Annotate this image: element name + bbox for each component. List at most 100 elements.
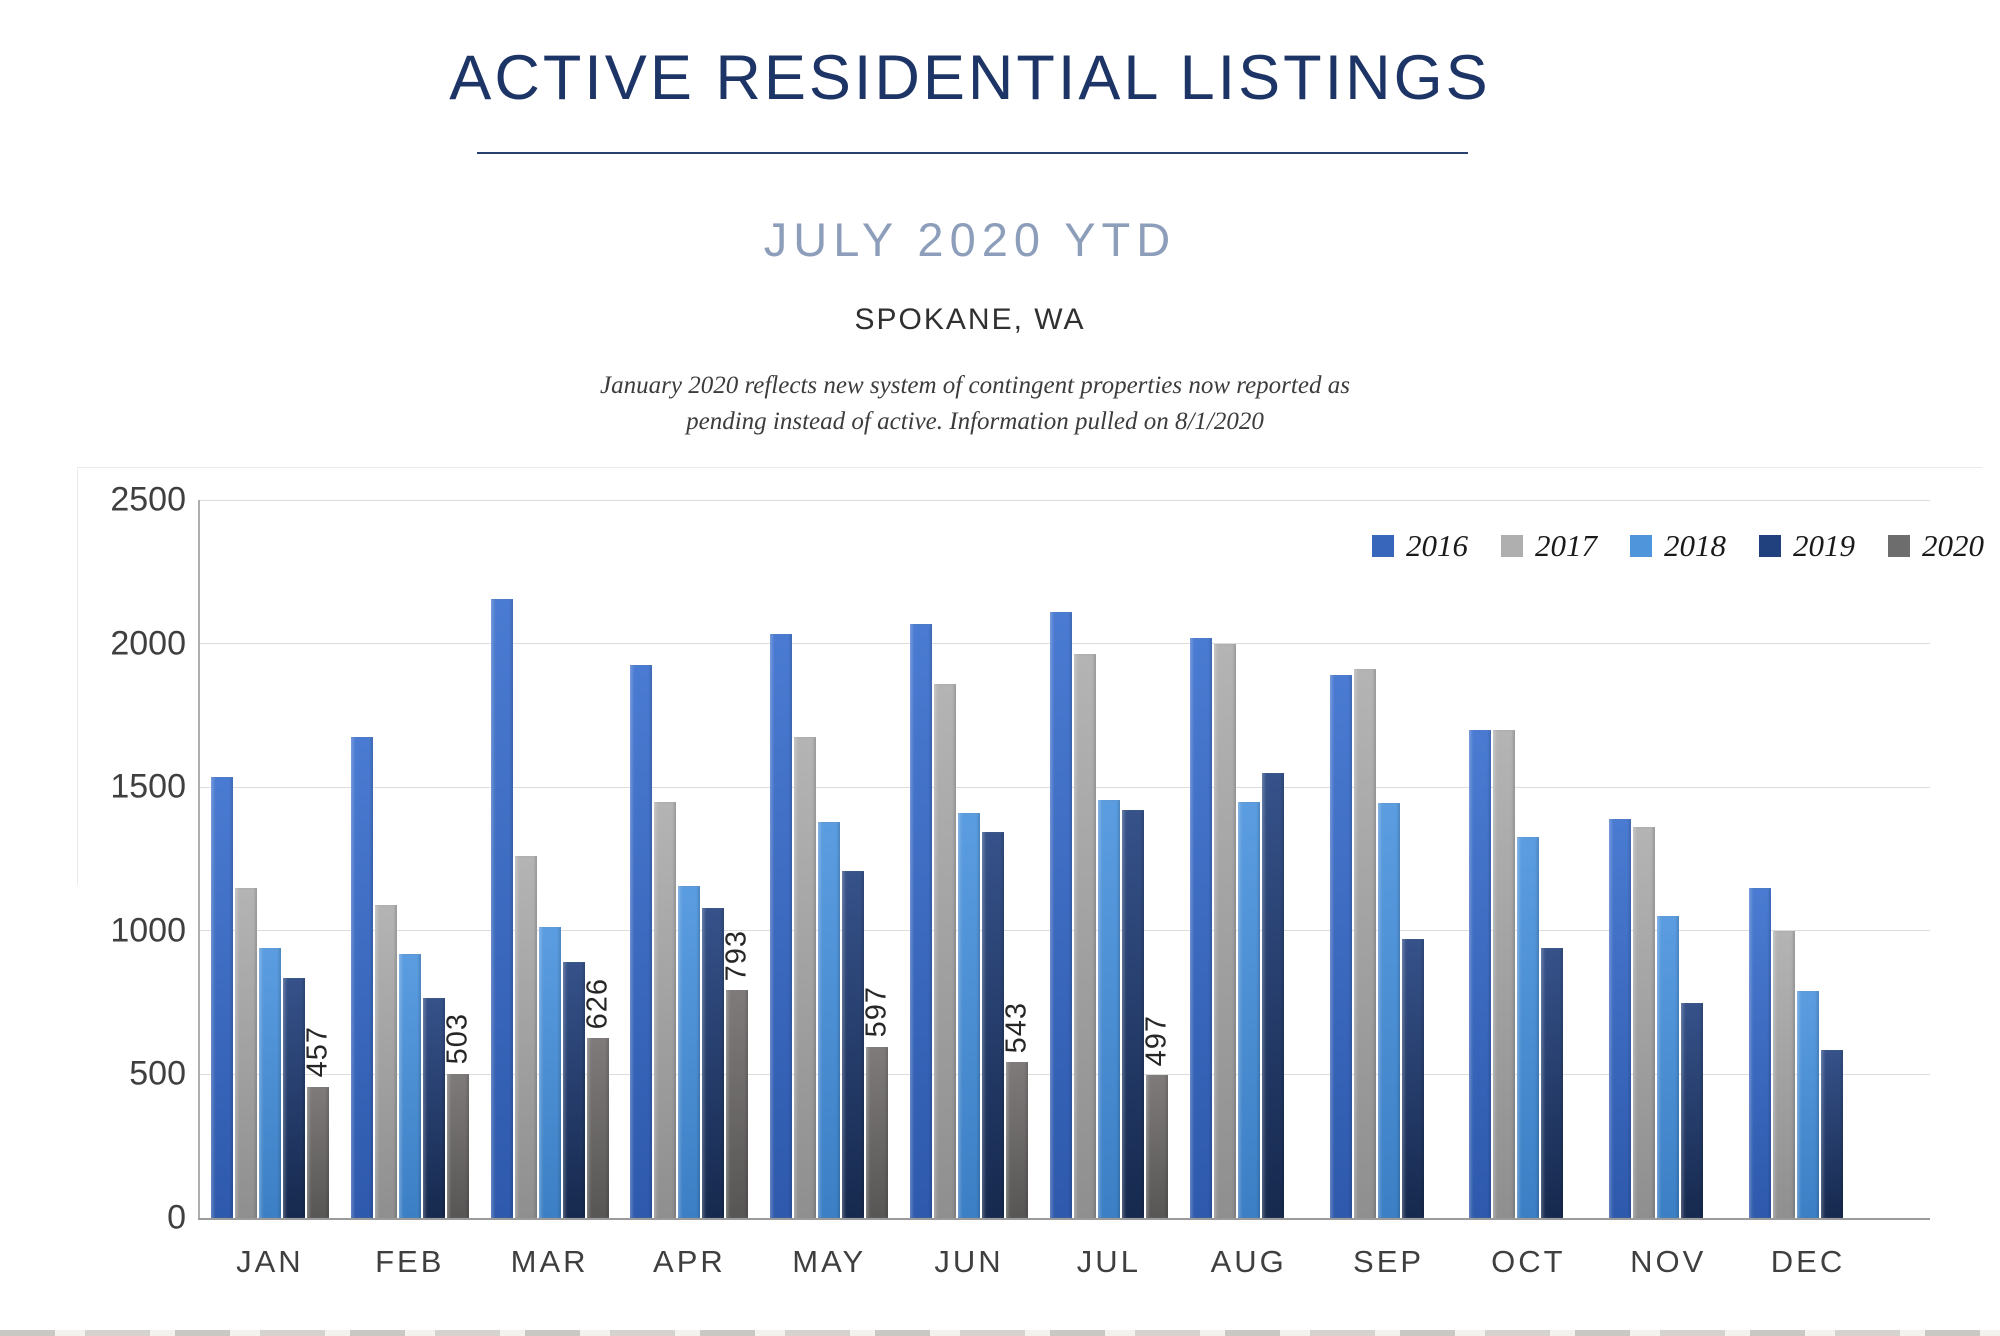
- x-axis-label-nov: NOV: [1630, 1244, 1707, 1279]
- y-tick-label-0: 0: [167, 1198, 186, 1237]
- bar-slot-2017-jun: [933, 500, 957, 1218]
- month-group-jun: 543 JUN: [899, 500, 1039, 1279]
- bar-slot-2018-may: [817, 500, 841, 1218]
- month-group-sep: SEP: [1319, 500, 1459, 1279]
- page-subtitle: JULY 2020 YTD: [763, 213, 1177, 266]
- x-axis-label-apr: APR: [653, 1244, 726, 1279]
- bar-2016-oct: [1469, 729, 1492, 1218]
- legend-swatch-icon-2020: [1888, 535, 1910, 557]
- bar-2018-jan: [258, 948, 281, 1218]
- bar-2020-jan: [306, 1086, 329, 1218]
- bar-2018-jun: [958, 813, 981, 1218]
- bar-slot-2019-aug: [1261, 500, 1285, 1218]
- bar-2017-jun: [934, 683, 957, 1218]
- bar-slot-2019-nov: [1680, 500, 1704, 1218]
- plot-area: 457 JAN 503 FEB 626 MAR 793 APR 597 MAY 543 JUN 497 J…: [200, 500, 1878, 1279]
- month-group-mar: 626 MAR: [480, 500, 620, 1279]
- bar-slot-2018-jan: [258, 500, 282, 1218]
- bar-2016-dec: [1749, 887, 1772, 1218]
- bar-2016-sep: [1329, 675, 1352, 1218]
- bar-2019-jul: [1121, 810, 1144, 1218]
- bar-chart: 457 JAN 503 FEB 626 MAR 793 APR 597 MAY 543 JUN 497 J…: [110, 481, 1984, 1280]
- bar-slot-2018-nov: [1656, 500, 1680, 1218]
- bar-slot-2020-feb: 503: [441, 500, 473, 1218]
- bar-slot-2017-jul: [1073, 500, 1097, 1218]
- bar-slot-2018-feb: [398, 500, 422, 1218]
- bar-2019-nov: [1681, 1002, 1704, 1218]
- x-axis-label-aug: AUG: [1210, 1244, 1287, 1279]
- page-title: ACTIVE RESIDENTIAL LISTINGS: [449, 43, 1491, 113]
- bar-slot-2019-jan: [282, 500, 306, 1218]
- bar-slot-2016-jul: [1049, 500, 1073, 1218]
- bar-2016-may: [770, 633, 793, 1218]
- bar-slot-2017-aug: [1213, 500, 1237, 1218]
- data-label-2020-may: 597: [860, 986, 893, 1038]
- bar-2017-jan: [234, 887, 257, 1218]
- bar-slot-2019-feb: [422, 500, 446, 1218]
- legend-swatch-icon-2017: [1501, 535, 1523, 557]
- bar-slot-2017-jan: [234, 500, 258, 1218]
- x-axis-line: [198, 1218, 1930, 1220]
- bar-2017-feb: [374, 904, 397, 1218]
- bar-2018-sep: [1377, 803, 1400, 1218]
- bar-slot-2017-sep: [1353, 500, 1377, 1218]
- bar-slot-2016-jun: [909, 500, 933, 1218]
- bar-2019-feb: [422, 998, 445, 1218]
- bar-slot-2020-jan: 457: [301, 500, 333, 1218]
- bar-slot-2020-dec: [1844, 500, 1868, 1218]
- x-axis-label-jun: JUN: [934, 1244, 1004, 1279]
- legend-label-2018: 2018: [1664, 528, 1726, 563]
- bar-2019-may: [842, 870, 865, 1218]
- bar-2020-jul: [1145, 1075, 1168, 1218]
- bar-2018-mar: [538, 926, 561, 1218]
- month-group-oct: OCT: [1458, 500, 1598, 1279]
- y-tick-label-2000: 2000: [110, 624, 186, 663]
- bar-2019-jan: [282, 978, 305, 1218]
- bar-slot-2016-dec: [1748, 500, 1772, 1218]
- bar-slot-2016-nov: [1608, 500, 1632, 1218]
- location-label: SPOKANE, WA: [854, 303, 1086, 336]
- bar-2019-jun: [982, 831, 1005, 1218]
- bar-2020-jun: [1006, 1062, 1029, 1218]
- footnote-line-1: January 2020 reflects new system of cont…: [600, 372, 1350, 399]
- bar-2019-apr: [702, 907, 725, 1218]
- chart-card-edge-left: [77, 467, 78, 885]
- bar-slot-2020-nov: [1704, 500, 1728, 1218]
- bar-slot-2017-oct: [1492, 500, 1516, 1218]
- data-label-2020-apr: 793: [720, 929, 753, 982]
- month-group-nov: NOV: [1598, 500, 1738, 1279]
- data-label-2020-mar: 626: [581, 977, 614, 1030]
- bar-2020-mar: [586, 1038, 609, 1218]
- bar-slot-2020-jun: 543: [1001, 500, 1033, 1218]
- bar-slot-2019-apr: [701, 500, 725, 1218]
- x-axis-label-jan: JAN: [236, 1244, 304, 1279]
- bar-2018-feb: [398, 953, 421, 1218]
- data-label-2020-feb: 503: [441, 1013, 474, 1065]
- bar-slot-2018-aug: [1237, 500, 1261, 1218]
- legend-item-2017: 2017: [1501, 528, 1597, 564]
- legend-label-2019: 2019: [1793, 528, 1855, 563]
- x-axis-label-sep: SEP: [1353, 1244, 1425, 1279]
- bar-slot-2016-apr: [629, 500, 653, 1218]
- bar-2017-may: [794, 736, 817, 1218]
- month-group-may: 597 MAY: [759, 500, 899, 1279]
- legend-item-2020: 2020: [1888, 528, 1984, 564]
- data-label-2020-jun: 543: [1000, 1001, 1033, 1054]
- bar-slot-2018-apr: [677, 500, 701, 1218]
- x-axis-label-dec: DEC: [1770, 1244, 1846, 1279]
- bar-2020-may: [866, 1046, 889, 1218]
- footnote-line-2: pending instead of active. Information p…: [686, 408, 1264, 435]
- bar-2019-sep: [1401, 939, 1424, 1218]
- footnote: January 2020 reflects new system of cont…: [0, 368, 1950, 440]
- bar-2016-feb: [350, 736, 373, 1218]
- bar-2017-sep: [1353, 669, 1376, 1218]
- legend-item-2019: 2019: [1759, 528, 1855, 564]
- x-axis-label-oct: OCT: [1491, 1244, 1566, 1279]
- bar-slot-2017-nov: [1632, 500, 1656, 1218]
- legend-swatch-icon-2018: [1630, 535, 1652, 557]
- bar-slot-2020-aug: [1285, 500, 1309, 1218]
- bar-2018-oct: [1517, 837, 1540, 1218]
- chart-card-edge-top: [77, 467, 1982, 468]
- legend-label-2020: 2020: [1922, 528, 1984, 563]
- bar-2019-oct: [1541, 948, 1564, 1218]
